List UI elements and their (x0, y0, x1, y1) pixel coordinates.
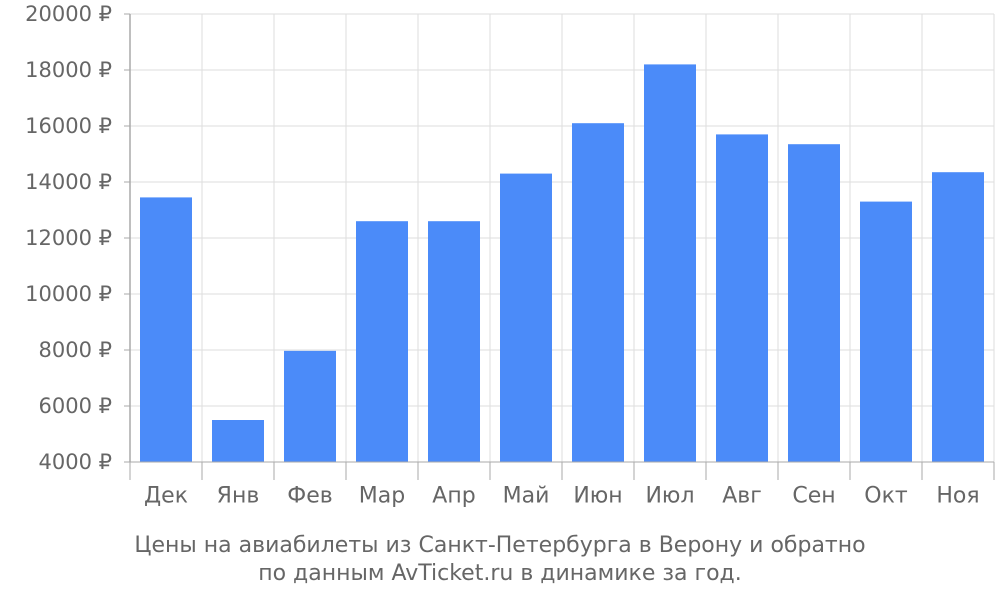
x-tick-label: Авг (722, 484, 762, 509)
bar-2[interactable] (212, 420, 264, 462)
bar-3[interactable] (284, 350, 336, 462)
y-tick-label: 4000 ₽ (39, 450, 112, 474)
x-tick-label: Ноя (936, 484, 979, 509)
bar-6[interactable] (500, 173, 552, 462)
price-bar-chart: 4000 ₽ 6000 ₽ 8000 ₽ 10000 ₽ 12000 ₽ 14000 ₽ 1… (25, 2, 995, 509)
x-tick-label: Апр (432, 484, 475, 509)
x-tick-label: Фев (287, 484, 332, 509)
bar-8[interactable] (644, 64, 696, 463)
y-tick-labels: 4000 ₽ 6000 ₽ 8000 ₽ 10000 ₽ 12000 ₽ 14000 ₽ 1… (25, 2, 112, 474)
x-tick-label: Июл (645, 484, 694, 509)
bar-5[interactable] (428, 221, 480, 462)
bar-12[interactable] (932, 172, 984, 462)
caption-line-2: по данным AvTicket.ru в динамике за год. (258, 561, 742, 586)
y-tick-label: 16000 ₽ (25, 114, 112, 138)
y-tick-label: 10000 ₽ (25, 282, 112, 306)
chart-caption: Цены на авиабилеты из Санкт-Петербурга в… (0, 532, 1000, 588)
bar-4[interactable] (356, 221, 408, 462)
y-tick-label: 20000 ₽ (25, 2, 112, 26)
x-tick-label: Дек (144, 484, 188, 509)
x-tick-label: Сен (792, 484, 835, 509)
y-tick-label: 12000 ₽ (25, 226, 112, 250)
x-tick-label: Окт (864, 484, 908, 509)
y-tick-label: 14000 ₽ (25, 170, 112, 194)
bars (140, 64, 984, 463)
bar-10[interactable] (788, 144, 840, 462)
x-tick-label: Июн (573, 484, 622, 509)
x-tick-label: Май (503, 484, 550, 509)
bar-7[interactable] (572, 123, 624, 462)
caption-line-1: Цены на авиабилеты из Санкт-Петербурга в… (134, 533, 866, 558)
y-tick-label: 18000 ₽ (25, 58, 112, 82)
y-tick-label: 8000 ₽ (39, 338, 112, 362)
bar-1[interactable] (140, 197, 192, 462)
y-tick-label: 6000 ₽ (39, 394, 112, 418)
axes (124, 13, 995, 480)
bar-9[interactable] (716, 134, 768, 462)
bar-11[interactable] (860, 201, 912, 462)
x-tick-label: Янв (217, 484, 260, 509)
x-tick-label: Мар (359, 484, 405, 509)
grid-lines (129, 13, 995, 463)
x-tick-labels: Дек Янв Фев Мар Апр Май Июн Июл Авг Сен Окт Ноя (144, 484, 980, 509)
